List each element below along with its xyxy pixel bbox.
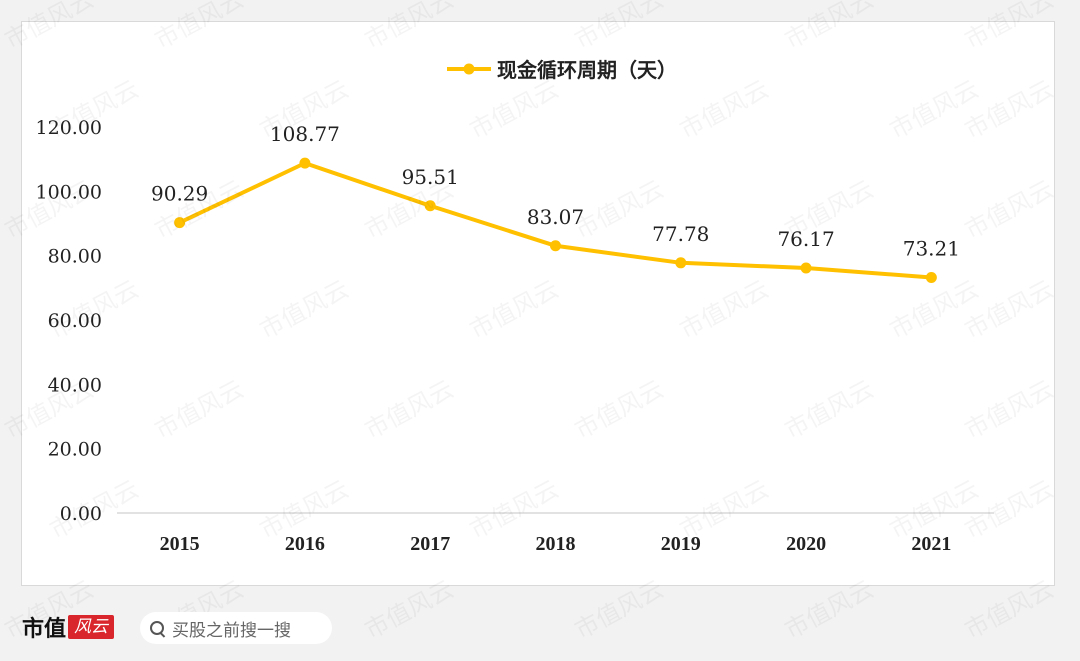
data-label: 108.77	[270, 122, 340, 146]
brand: 市值 风云	[22, 612, 115, 642]
x-tick-label: 2018	[536, 533, 576, 555]
y-tick-label: 60.00	[48, 310, 102, 332]
data-point	[299, 157, 311, 169]
x-tick-label: 2016	[285, 533, 325, 555]
x-tick-label: 2020	[786, 533, 826, 555]
y-tick-label: 120.00	[36, 117, 102, 139]
search-icon	[150, 621, 164, 635]
brand-logo: 风云	[68, 615, 115, 639]
data-label: 95.51	[402, 165, 459, 189]
search-placeholder: 买股之前搜一搜	[172, 620, 291, 641]
y-tick-label: 0.00	[60, 503, 102, 525]
data-point	[424, 200, 436, 212]
data-label: 73.21	[903, 237, 960, 261]
data-label: 76.17	[777, 227, 834, 251]
y-tick-label: 100.00	[36, 181, 102, 203]
chart-card: 0.00 20.00 40.00 60.00 80.00 100.00 120.00 2015…	[21, 21, 1055, 586]
x-tick-label: 2015	[160, 533, 200, 555]
line-chart: 0.00 20.00 40.00 60.00 80.00 100.00 120.00 2015…	[36, 58, 994, 555]
data-label: 77.78	[652, 222, 709, 246]
data-point	[925, 272, 937, 284]
y-tick-label: 20.00	[48, 439, 102, 461]
search-bar[interactable]: 买股之前搜一搜	[140, 612, 332, 644]
x-tick-label: 2017	[410, 533, 450, 555]
x-tick-label: 2021	[911, 533, 951, 555]
footer: 市值 风云 买股之前搜一搜	[0, 596, 1080, 661]
data-point	[675, 257, 687, 269]
data-point	[174, 217, 186, 229]
data-label: 83.07	[527, 205, 584, 229]
x-tick-label: 2019	[661, 533, 701, 555]
data-point	[550, 240, 561, 252]
legend-label: 现金循环周期（天）	[497, 58, 677, 82]
y-tick-label: 80.00	[48, 246, 102, 268]
data-label: 90.29	[151, 182, 208, 206]
y-tick-label: 40.00	[48, 374, 102, 396]
data-point	[800, 262, 812, 274]
legend-marker	[463, 63, 475, 75]
brand-text: 市值	[22, 616, 67, 642]
